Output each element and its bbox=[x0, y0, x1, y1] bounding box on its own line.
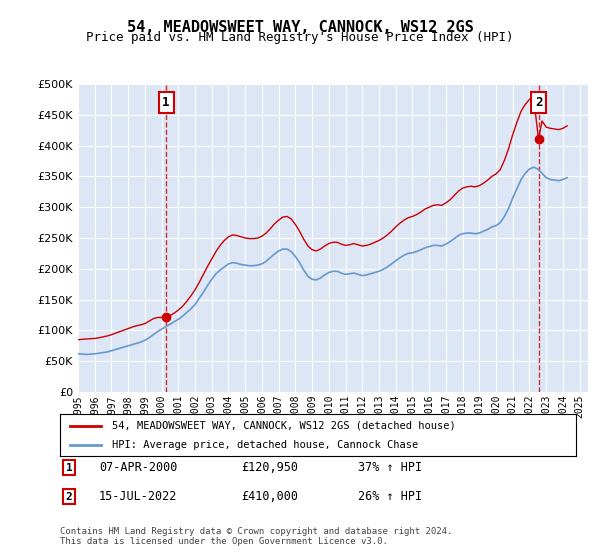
Text: 54, MEADOWSWEET WAY, CANNOCK, WS12 2GS (detached house): 54, MEADOWSWEET WAY, CANNOCK, WS12 2GS (… bbox=[112, 421, 455, 431]
Text: 07-APR-2000: 07-APR-2000 bbox=[99, 461, 177, 474]
Text: 2: 2 bbox=[535, 96, 542, 109]
Text: £410,000: £410,000 bbox=[241, 490, 299, 503]
Text: 1: 1 bbox=[65, 463, 73, 473]
Text: 15-JUL-2022: 15-JUL-2022 bbox=[99, 490, 177, 503]
Text: £120,950: £120,950 bbox=[241, 461, 299, 474]
Text: HPI: Average price, detached house, Cannock Chase: HPI: Average price, detached house, Cann… bbox=[112, 440, 418, 450]
Text: 2: 2 bbox=[65, 492, 73, 502]
Text: Contains HM Land Registry data © Crown copyright and database right 2024.
This d: Contains HM Land Registry data © Crown c… bbox=[60, 526, 452, 546]
Text: 26% ↑ HPI: 26% ↑ HPI bbox=[358, 490, 422, 503]
Text: 54, MEADOWSWEET WAY, CANNOCK, WS12 2GS: 54, MEADOWSWEET WAY, CANNOCK, WS12 2GS bbox=[127, 20, 473, 35]
Text: 1: 1 bbox=[163, 96, 170, 109]
Text: 37% ↑ HPI: 37% ↑ HPI bbox=[358, 461, 422, 474]
Text: Price paid vs. HM Land Registry's House Price Index (HPI): Price paid vs. HM Land Registry's House … bbox=[86, 31, 514, 44]
